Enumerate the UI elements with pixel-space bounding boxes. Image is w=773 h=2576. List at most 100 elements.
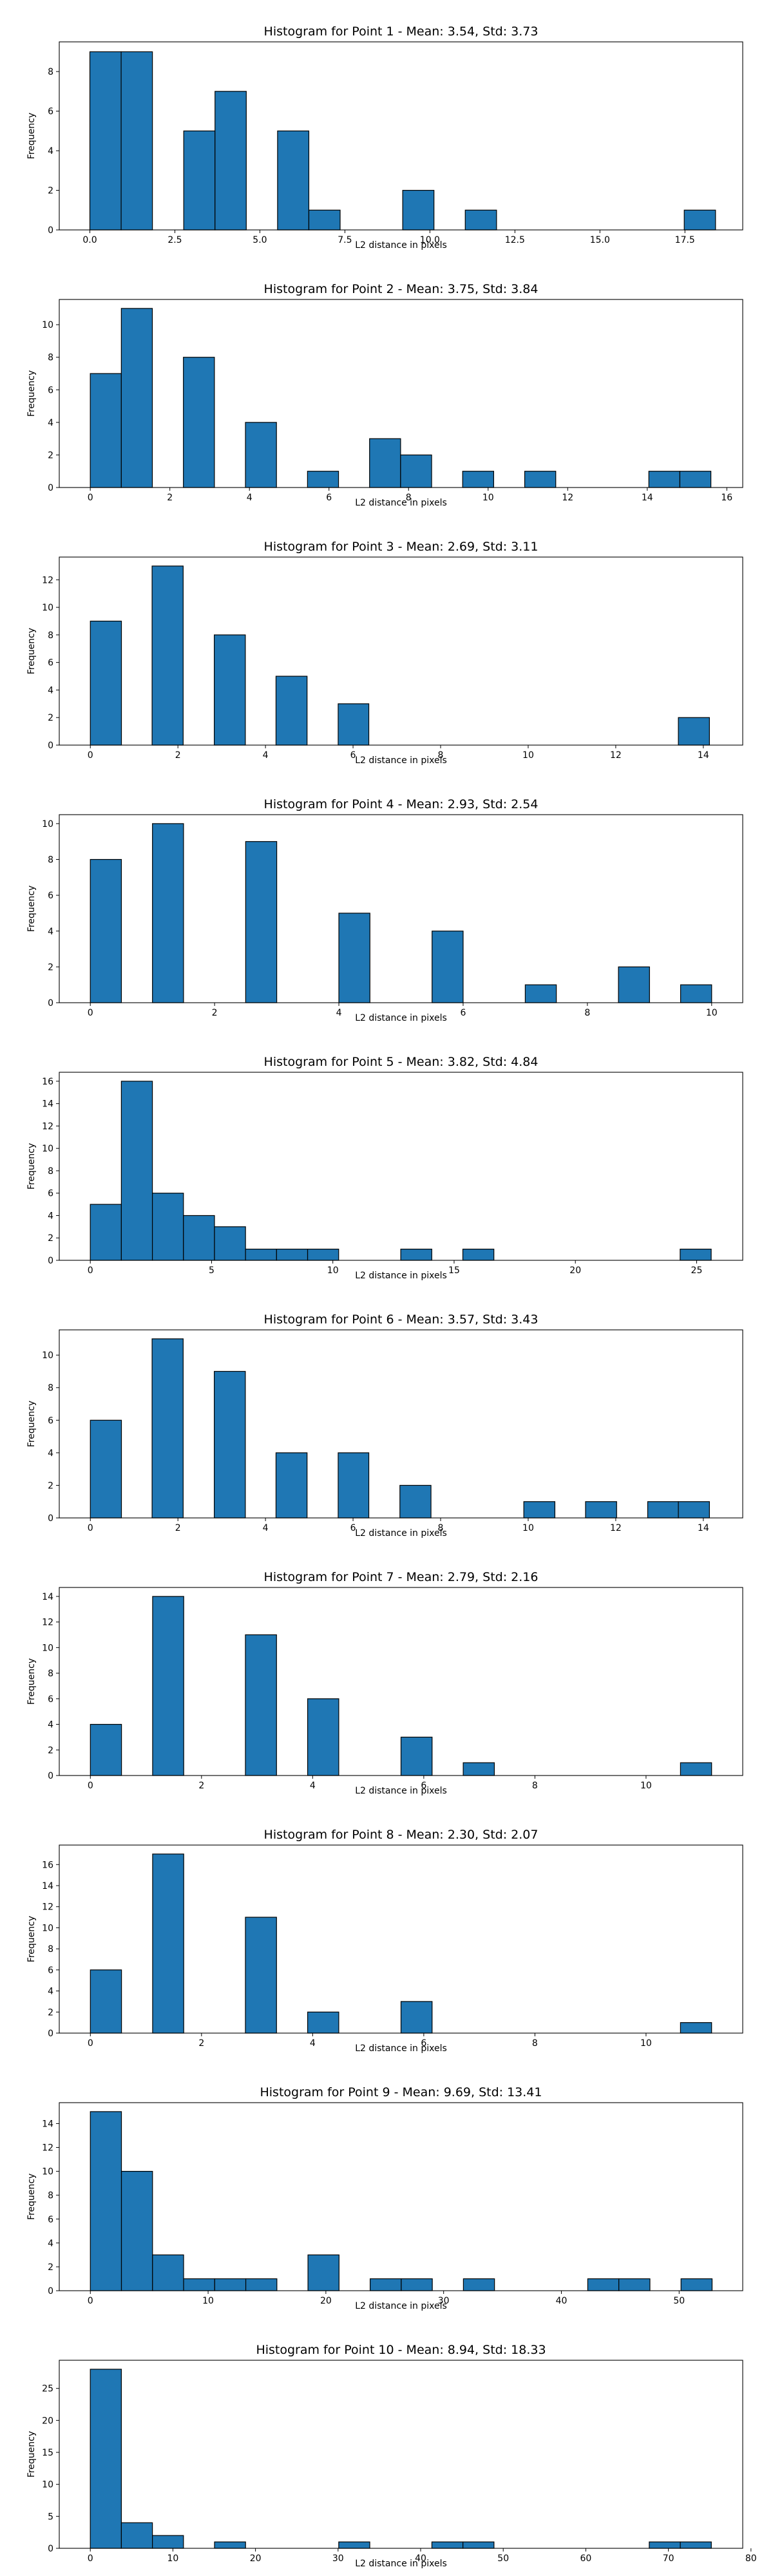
histogram-bar — [245, 1917, 277, 2034]
histogram-chart-7: Histogram for Point 7 - Mean: 2.79, Std:… — [26, 1570, 743, 1796]
y-tick-label: 6 — [48, 107, 53, 117]
x-tick-label: 4 — [310, 1781, 316, 1791]
chart-title: Histogram for Point 1 - Mean: 3.54, Std:… — [264, 24, 539, 39]
histogram-bar — [214, 1370, 246, 1519]
y-tick-label: 15 — [42, 2448, 53, 2458]
histogram-bar — [245, 841, 278, 1003]
histogram-bar — [432, 931, 464, 1003]
x-tick-label: 80 — [745, 2553, 757, 2564]
x-tick-label: 2 — [198, 1781, 204, 1791]
histogram-bar — [679, 471, 712, 488]
histogram-bar — [463, 1762, 495, 1776]
chart-title: Histogram for Point 2 - Mean: 3.75, Std:… — [264, 282, 539, 296]
y-tick-label: 8 — [48, 1669, 53, 1679]
x-tick-label: 0 — [88, 2038, 93, 2049]
plot-frame — [59, 1587, 743, 1776]
y-tick-label: 10 — [42, 2167, 53, 2177]
x-tick-label: 4 — [336, 1008, 342, 1018]
histogram-bar — [214, 2278, 247, 2291]
x-tick-label: 30 — [332, 2553, 344, 2564]
plot-frame — [59, 556, 743, 746]
x-tick-label: 6 — [421, 1781, 426, 1791]
x-tick-label: 10 — [327, 1265, 339, 1276]
x-tick-label: 0 — [88, 1781, 93, 1791]
y-tick-label: 14 — [42, 1881, 53, 1891]
y-tick-label: 4 — [48, 1720, 53, 1730]
y-tick-label: 0 — [48, 2286, 53, 2297]
x-tick-label: 0 — [88, 493, 93, 503]
histogram-bar — [402, 189, 435, 231]
y-tick-label: 6 — [48, 1965, 53, 1976]
y-tick-label: 4 — [48, 1987, 53, 1997]
chart-title: Histogram for Point 10 - Mean: 8.94, Std… — [256, 2343, 546, 2357]
x-tick-label: 6 — [460, 1008, 466, 1018]
chart-title: Histogram for Point 4 - Mean: 2.93, Std:… — [264, 797, 539, 811]
y-tick-label: 4 — [48, 1211, 53, 1221]
histogram-bar — [587, 2278, 620, 2291]
x-tick-label: 4 — [263, 750, 269, 761]
x-tick-label: 10 — [522, 1523, 534, 1533]
y-tick-label: 2 — [48, 2007, 53, 2018]
y-tick-label: 5 — [48, 2512, 53, 2522]
histogram-bar — [215, 91, 247, 231]
x-tick-label: 0 — [88, 2553, 93, 2564]
y-axis-label: Frequency — [26, 2174, 37, 2220]
histogram-chart-3: Histogram for Point 3 - Mean: 2.69, Std:… — [26, 540, 743, 766]
x-tick-label: 10 — [482, 493, 494, 503]
histogram-chart-10: Histogram for Point 10 - Mean: 8.94, Std… — [26, 2343, 757, 2569]
x-tick-label: 50 — [497, 2553, 509, 2564]
y-tick-label: 10 — [42, 320, 53, 330]
histogram-bar — [245, 1249, 277, 1261]
y-tick-label: 2 — [48, 1745, 53, 1756]
histogram-bar — [369, 438, 401, 488]
x-tick-label: 70 — [663, 2553, 674, 2564]
y-tick-label: 4 — [48, 146, 53, 156]
histogram-bar — [618, 966, 650, 1003]
x-tick-label: 6 — [326, 493, 332, 503]
y-tick-label: 10 — [42, 1144, 53, 1154]
y-axis-label: Frequency — [26, 1143, 37, 1189]
histogram-bar — [151, 565, 184, 746]
y-tick-label: 4 — [48, 2239, 53, 2249]
y-tick-label: 8 — [48, 630, 53, 641]
histogram-bar — [648, 471, 681, 488]
y-tick-label: 0 — [48, 2029, 53, 2039]
y-tick-label: 16 — [42, 1860, 53, 1870]
plot-frame — [59, 1329, 743, 1519]
y-tick-label: 8 — [48, 1383, 53, 1394]
histogram-bar — [647, 1501, 679, 1519]
histogram-bar — [120, 51, 153, 231]
y-tick-label: 14 — [42, 1099, 53, 1110]
histogram-bar — [90, 620, 122, 746]
y-tick-label: 12 — [42, 1121, 53, 1132]
x-tick-label: 0 — [88, 1265, 93, 1276]
x-tick-label: 12.5 — [505, 235, 525, 245]
y-tick-label: 20 — [42, 2416, 53, 2426]
histogram-bar — [183, 130, 216, 231]
y-tick-label: 2 — [48, 713, 53, 723]
chart-title: Histogram for Point 6 - Mean: 3.57, Std:… — [264, 1312, 539, 1327]
x-tick-label: 14 — [642, 493, 653, 503]
histogram-bar — [400, 1736, 433, 1776]
x-axis-label: L2 distance in pixels — [355, 2043, 447, 2054]
x-tick-label: 2.5 — [167, 235, 182, 245]
histogram-bar — [152, 2535, 184, 2549]
histogram-bar — [245, 2278, 278, 2291]
y-tick-label: 0 — [48, 225, 53, 236]
y-tick-label: 8 — [48, 855, 53, 866]
histogram-bar — [152, 1853, 184, 2034]
y-tick-label: 0 — [48, 483, 53, 493]
histogram-bar — [678, 717, 710, 746]
histogram-bar — [338, 2541, 370, 2549]
plot-frame — [59, 1844, 743, 2034]
histogram-bar — [90, 2369, 122, 2549]
histogram-bar — [401, 2278, 433, 2291]
x-tick-label: 40 — [556, 2296, 568, 2306]
histogram-bar — [90, 1969, 122, 2034]
x-tick-label: 7.5 — [338, 235, 352, 245]
histogram-bar — [680, 984, 712, 1003]
histogram-bar — [307, 1249, 339, 1261]
histogram-bar — [277, 130, 310, 231]
histogram-bar — [90, 373, 122, 488]
